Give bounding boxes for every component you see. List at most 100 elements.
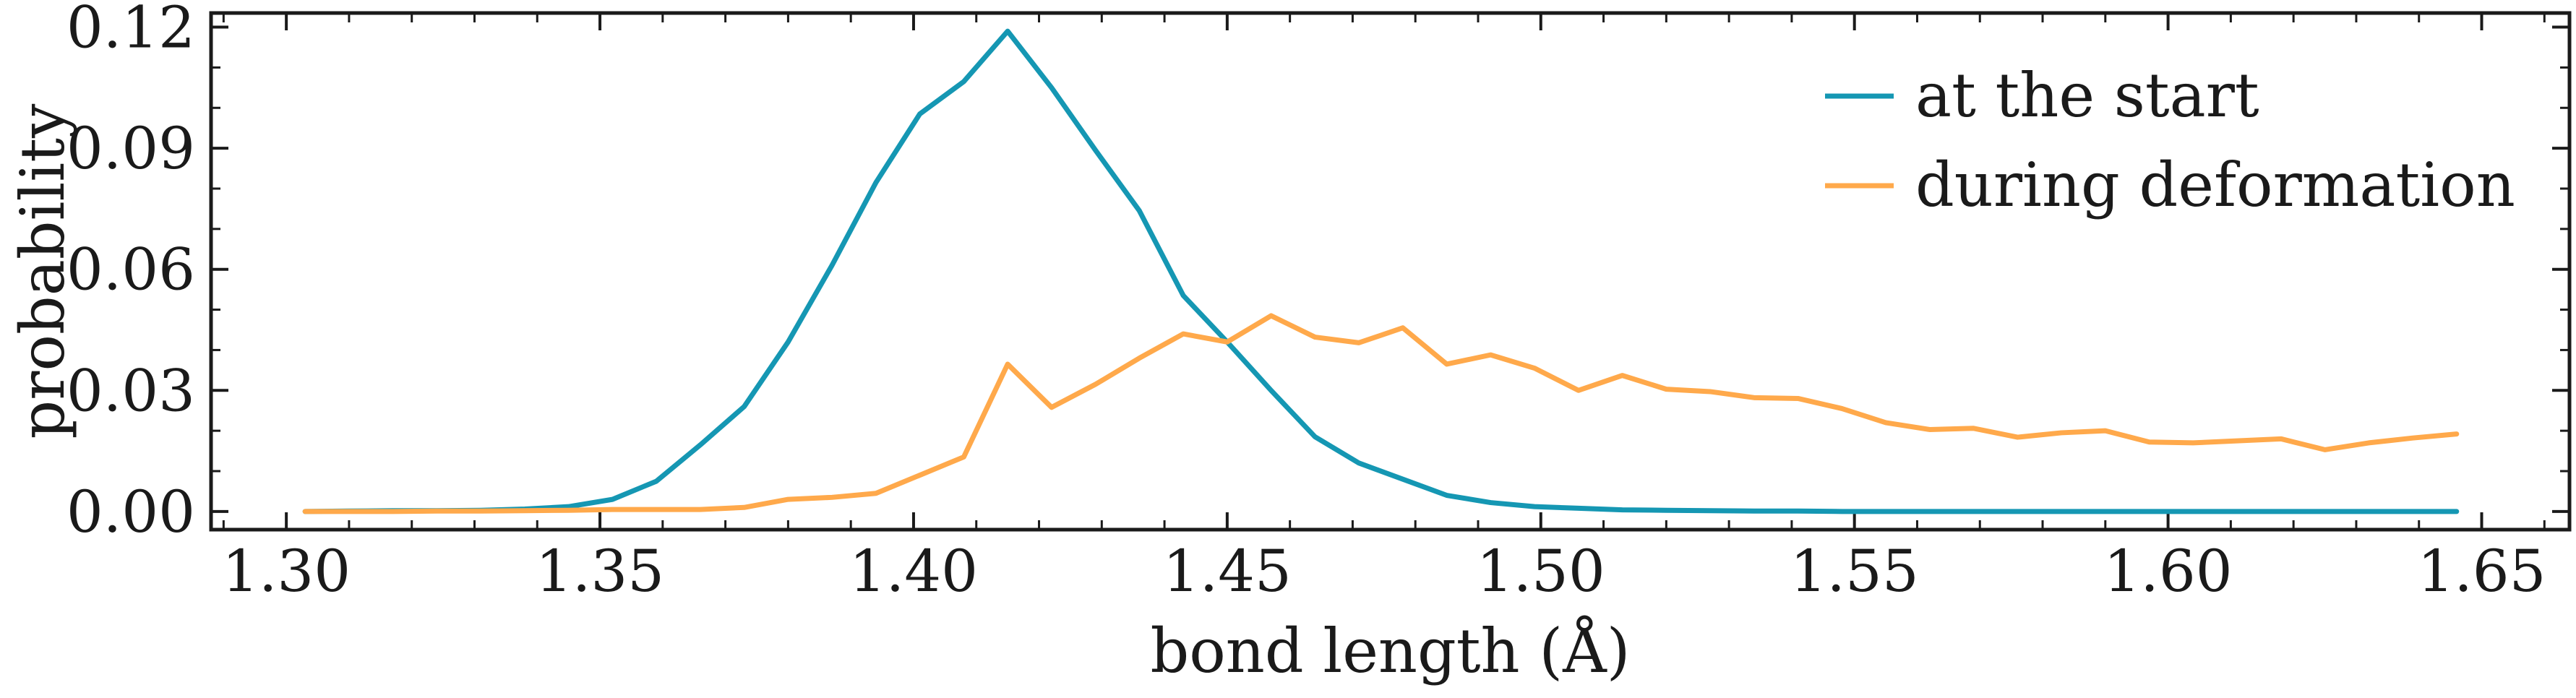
data-point xyxy=(1884,421,1888,425)
series-layer xyxy=(302,28,2460,514)
y-tick-label: 0.00 xyxy=(66,478,195,546)
y-tick-label: 0.03 xyxy=(66,357,195,424)
legend-label: at the start xyxy=(1915,60,2259,131)
data-point xyxy=(2366,441,2371,445)
data-point xyxy=(1796,396,1800,400)
data-point xyxy=(830,263,834,267)
data-point xyxy=(1357,461,1361,465)
data-point xyxy=(1313,335,1317,340)
data-point xyxy=(1313,435,1317,439)
data-point xyxy=(2410,509,2415,514)
series-at-the-start xyxy=(302,28,2460,514)
data-point xyxy=(698,443,703,447)
data-point xyxy=(610,497,614,501)
data-point xyxy=(2410,436,2415,440)
y-axis-label: probability xyxy=(7,103,78,439)
data-point xyxy=(1972,426,1976,431)
data-point xyxy=(2103,509,2108,514)
legend-label: during deformation xyxy=(1915,150,2515,220)
data-point xyxy=(1445,494,1449,498)
data-point xyxy=(1752,509,1756,513)
data-point xyxy=(2147,509,2152,514)
data-point xyxy=(567,508,571,512)
y-tick-label: 0.09 xyxy=(66,115,195,182)
x-tick-label: 1.40 xyxy=(849,538,978,605)
data-point xyxy=(1839,406,1844,410)
labels-layer: 1.30 1.35 1.40 1.45 1.50 1.55 1.60 1.65 0.00 0.03… xyxy=(66,0,2546,605)
data-point xyxy=(1488,501,1493,505)
data-point xyxy=(347,509,351,514)
data-point xyxy=(654,507,658,512)
data-point xyxy=(1005,362,1010,366)
data-point xyxy=(2059,431,2064,435)
data-point xyxy=(2366,509,2371,514)
series-line xyxy=(302,28,2460,514)
data-point xyxy=(1005,29,1010,33)
x-tick-label: 1.60 xyxy=(2104,538,2233,605)
y-tick-label: 0.12 xyxy=(66,0,195,61)
data-point xyxy=(1576,388,1581,392)
data-point xyxy=(2103,428,2108,433)
data-point xyxy=(2323,509,2327,514)
data-point xyxy=(2191,509,2195,514)
data-point xyxy=(1928,509,1932,514)
data-point xyxy=(786,497,790,501)
data-point xyxy=(1620,374,1625,378)
data-point xyxy=(830,495,834,499)
data-point xyxy=(1181,332,1185,336)
data-point xyxy=(2455,432,2459,436)
data-point xyxy=(303,509,307,514)
data-point xyxy=(523,509,527,513)
data-point xyxy=(961,79,966,84)
y-tick-label: 0.06 xyxy=(66,236,195,303)
x-tick-label: 1.35 xyxy=(536,538,664,605)
data-point xyxy=(1269,314,1274,318)
data-point xyxy=(2147,440,2152,444)
series-line xyxy=(302,313,2460,514)
data-point xyxy=(1269,388,1274,392)
x-axis-label: bond length (Å) xyxy=(1150,615,1630,686)
data-point xyxy=(2235,439,2239,443)
data-point xyxy=(1664,508,1668,512)
data-point xyxy=(391,509,395,514)
data-point xyxy=(1225,340,1229,344)
data-point xyxy=(1928,427,1932,431)
x-tick-label: 1.65 xyxy=(2417,538,2546,605)
data-point xyxy=(1401,477,1405,481)
data-point xyxy=(1357,340,1361,345)
data-point xyxy=(1972,509,1976,514)
data-point xyxy=(918,473,922,478)
data-point xyxy=(1839,509,1844,514)
data-point xyxy=(1884,509,1888,514)
data-point xyxy=(874,181,878,185)
data-point xyxy=(1532,504,1537,509)
data-point xyxy=(1708,509,1712,513)
data-point xyxy=(2235,509,2239,514)
x-tick-label: 1.50 xyxy=(1477,538,1605,605)
data-point xyxy=(1796,509,1800,513)
plot-frame xyxy=(209,11,2572,532)
data-point xyxy=(1488,353,1493,357)
data-point xyxy=(1576,506,1581,510)
data-point xyxy=(1181,293,1185,298)
data-point xyxy=(1049,85,1054,90)
data-point xyxy=(2279,509,2283,514)
data-point xyxy=(2323,447,2327,452)
data-point xyxy=(874,491,878,496)
data-point xyxy=(742,405,747,409)
data-point xyxy=(1620,508,1625,512)
data-point xyxy=(1094,148,1098,152)
data-point xyxy=(2015,509,2019,514)
data-point xyxy=(1708,389,1712,394)
data-point xyxy=(786,340,790,344)
x-tick-label: 1.30 xyxy=(222,538,351,605)
data-point xyxy=(1445,362,1449,366)
data-point xyxy=(1049,405,1054,410)
data-point xyxy=(478,509,483,513)
data-point xyxy=(698,507,703,512)
data-point xyxy=(2279,436,2283,441)
data-point xyxy=(1752,395,1756,400)
x-tick-label: 1.45 xyxy=(1163,538,1292,605)
x-tick-label: 1.55 xyxy=(1790,538,1919,605)
